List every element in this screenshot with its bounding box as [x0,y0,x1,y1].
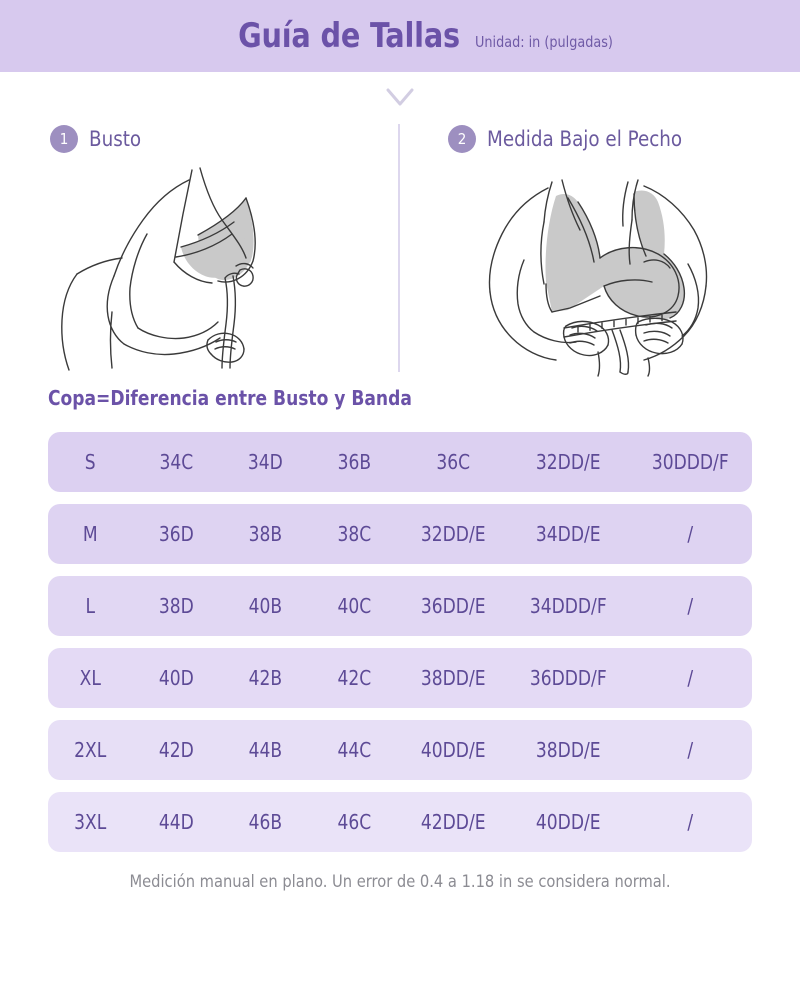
chevron-container [0,76,800,118]
size-cell: 3XL [74,810,107,834]
step-panel-busto: 1 Busto [0,122,400,380]
size-cell: 44B [248,738,283,762]
size-cell: 36B [337,450,371,474]
step-header-1: 1 Busto [50,122,400,156]
step-label-2: Medida Bajo el Pecho [487,127,683,151]
size-cell: 36DDD/F [529,666,607,690]
header-inner: Guía de Tallas Unidad: in (pulgadas) [231,16,620,56]
size-cell: 34DDD/F [529,594,607,618]
size-cell: M [82,522,98,546]
size-cell: 34DD/E [535,522,601,546]
table-row: 2XL 42D 44B 44C 40DD/E 38DD/E / [48,720,752,780]
size-cell: 38DD/E [420,666,486,690]
size-cell: 36D [159,522,195,546]
size-cell: S [84,450,96,474]
size-cell: 42C [337,666,372,690]
page-header: Guía de Tallas Unidad: in (pulgadas) [0,0,800,72]
size-cell: 36C [435,450,470,474]
table-row: M 36D 38B 38C 32DD/E 34DD/E / [48,504,752,564]
step-badge-1: 1 [50,125,78,153]
size-cell: 42DD/E [420,810,486,834]
size-cell: 34C [159,450,194,474]
size-cell: 38B [248,522,283,546]
size-cell: / [687,738,694,762]
cup-definition-note: Copa=Diferencia entre Busto y Banda [48,386,412,410]
size-cell: 32DD/E [535,450,601,474]
size-cell: 46B [248,810,283,834]
size-cell: / [687,810,694,834]
panel-divider [398,124,400,372]
size-cell: 40B [248,594,283,618]
chevron-down-icon [386,88,414,106]
size-cell: / [687,666,694,690]
step-header-2: 2 Medida Bajo el Pecho [448,122,800,156]
size-cell: / [687,522,694,546]
size-table: S 34C 34D 36B 36C 32DD/E 30DDD/F M 36D 3… [48,432,752,852]
table-row: L 38D 40B 40C 36DD/E 34DDD/F / [48,576,752,636]
size-cell: 32DD/E [420,522,486,546]
size-cell: 30DDD/F [652,450,730,474]
size-cell: 42D [159,738,195,762]
underbust-measurement-illustration [448,162,800,377]
size-cell: L [85,594,95,618]
size-cell: 46C [337,810,372,834]
unit-label: Unidad: in (pulgadas) [475,33,614,51]
step-badge-2: 2 [448,125,476,153]
step-label-1: Busto [89,127,142,151]
bust-measurement-illustration [50,162,400,377]
size-cell: 40C [337,594,372,618]
size-cell: / [687,594,694,618]
size-cell: 38DD/E [535,738,601,762]
measurement-footnote: Medición manual en plano. Un error de 0.… [129,872,671,892]
size-cell: 40DD/E [420,738,486,762]
size-cell: XL [79,666,101,690]
size-cell: 38D [159,594,195,618]
size-cell: 34D [248,450,283,474]
step-panel-bajo-pecho: 2 Medida Bajo el Pecho [400,122,800,380]
size-cell: 44D [159,810,195,834]
size-cell: 2XL [74,738,107,762]
size-cell: 44C [337,738,372,762]
size-cell: 40D [159,666,195,690]
table-row: S 34C 34D 36B 36C 32DD/E 30DDD/F [48,432,752,492]
table-row: 3XL 44D 46B 46C 42DD/E 40DD/E / [48,792,752,852]
size-cell: 36DD/E [420,594,486,618]
size-cell: 42B [248,666,283,690]
size-cell: 40DD/E [535,810,601,834]
page-title: Guía de Tallas [238,16,461,56]
table-row: XL 40D 42B 42C 38DD/E 36DDD/F / [48,648,752,708]
size-cell: 38C [337,522,372,546]
measurement-steps: 1 Busto [0,122,800,380]
